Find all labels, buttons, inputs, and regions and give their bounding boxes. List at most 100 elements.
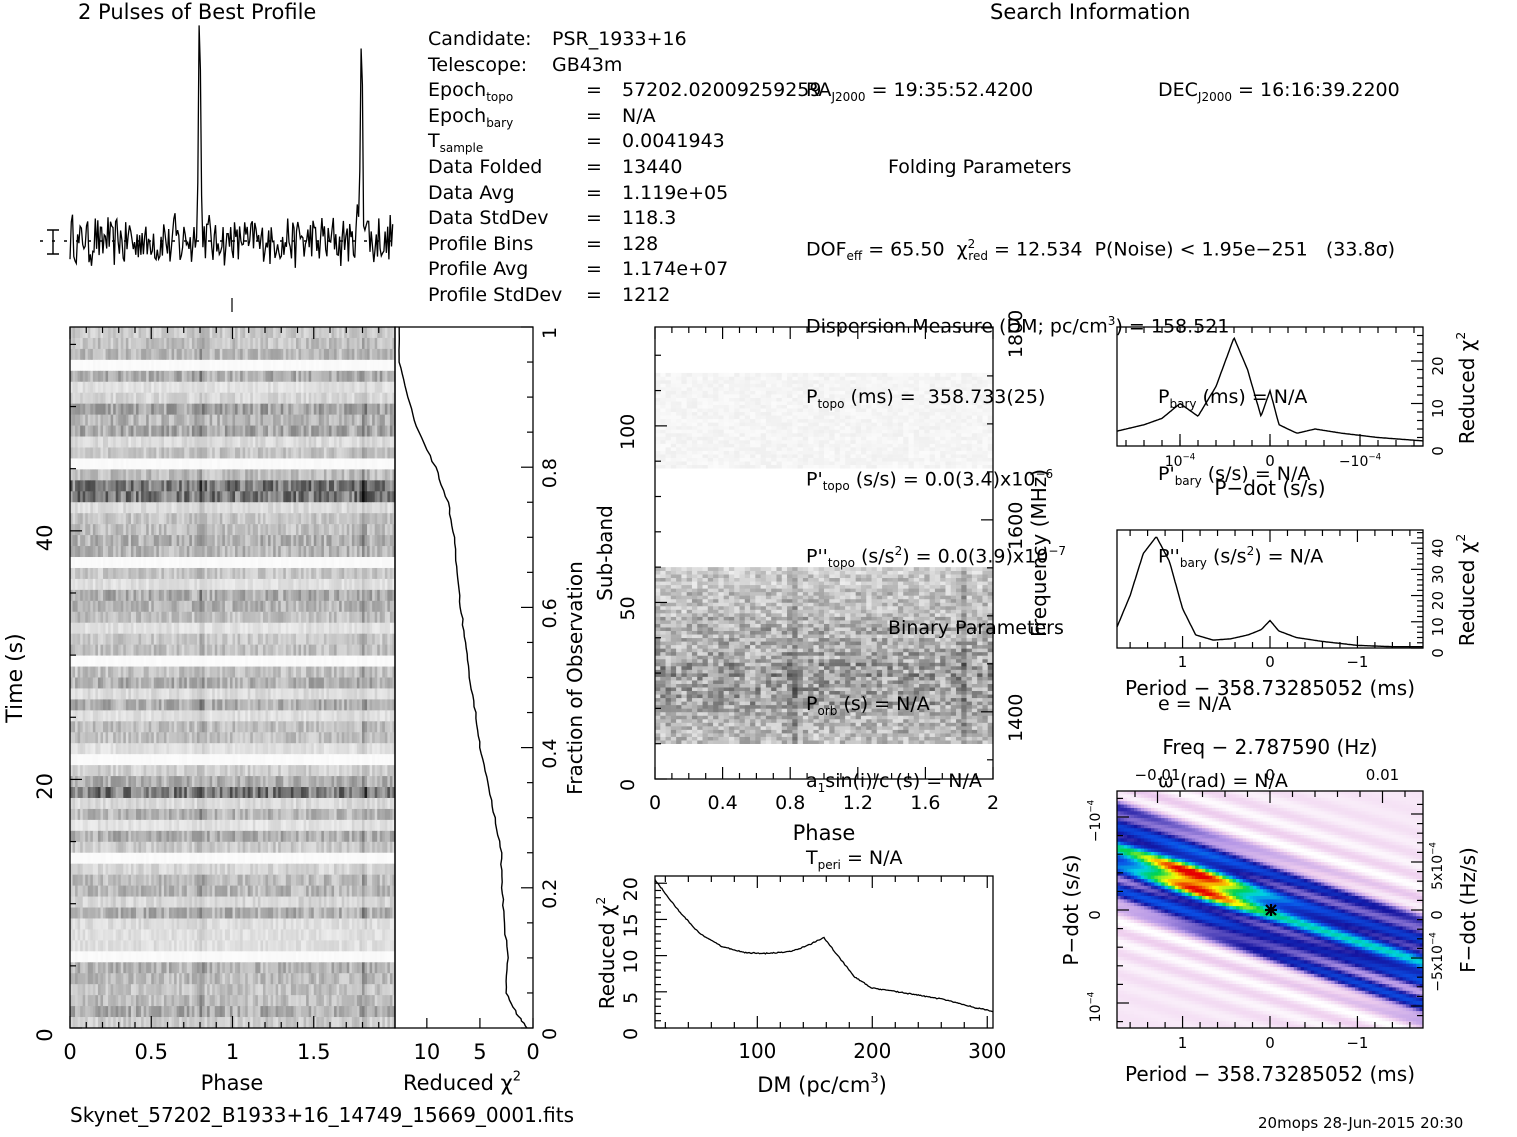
time-phase-pixel xyxy=(103,491,106,503)
time-phase-pixel xyxy=(334,436,337,448)
time-phase-pixel xyxy=(341,699,345,711)
time-phase-pixel xyxy=(265,359,269,372)
time-phase-pixel xyxy=(374,732,378,744)
time-phase-pixel xyxy=(265,546,269,558)
time-phase-pixel xyxy=(118,348,122,361)
time-phase-pixel xyxy=(295,589,299,602)
time-phase-pixel xyxy=(224,600,228,613)
time-phase-pixel xyxy=(108,359,112,372)
time-phase-pixel xyxy=(387,721,391,733)
time-phase-pixel xyxy=(151,644,155,656)
time-phase-pixel xyxy=(232,425,236,437)
time-phase-pixel xyxy=(179,348,183,361)
time-phase-pixel xyxy=(85,666,89,678)
time-phase-pixel xyxy=(273,425,277,437)
time-phase-pixel xyxy=(235,677,238,689)
time-phase-pixel xyxy=(176,633,180,646)
time-phase-pixel xyxy=(204,491,208,503)
time-phase-pixel xyxy=(341,644,345,656)
time-phase-pixel xyxy=(316,524,320,536)
time-phase-pixel xyxy=(120,546,124,558)
time-phase-pixel xyxy=(379,403,383,416)
time-phase-pixel xyxy=(130,524,134,536)
time-phase-pixel xyxy=(275,633,279,646)
time-phase-pixel xyxy=(171,666,175,678)
time-phase-pixel xyxy=(321,677,325,689)
time-phase-pixel xyxy=(270,677,274,689)
time-phase-pixel xyxy=(384,567,388,580)
time-phase-pixel xyxy=(298,392,302,405)
time-phase-pixel xyxy=(260,403,264,416)
time-phase-pixel xyxy=(110,447,114,459)
time-phase-pixel xyxy=(130,633,134,646)
time-phase-pixel xyxy=(95,491,99,503)
time-phase-pixel xyxy=(118,392,122,405)
time-phase-pixel xyxy=(242,327,246,339)
time-phase-pixel xyxy=(163,546,167,558)
time-phase-pixel xyxy=(118,436,122,448)
time-phase-pixel xyxy=(110,743,114,755)
time-phase-pixel xyxy=(392,392,396,405)
time-phase-pixel xyxy=(232,743,236,755)
time-phase-pixel xyxy=(171,721,175,733)
time-phase-pixel xyxy=(235,337,238,350)
time-phase-pixel xyxy=(125,622,129,635)
time-phase-pixel xyxy=(318,655,322,667)
time-phase-pixel xyxy=(288,578,292,591)
time-phase-pixel xyxy=(202,327,205,339)
time-phase-pixel xyxy=(255,491,259,503)
time-phase-pixel xyxy=(128,447,132,459)
time-phase-pixel xyxy=(240,337,244,350)
time-phase-pixel xyxy=(316,600,320,613)
time-phase-pixel xyxy=(372,327,376,339)
time-phase-pixel xyxy=(118,447,122,459)
time-phase-pixel xyxy=(387,633,391,646)
time-phase-pixel xyxy=(290,327,294,339)
time-phase-pixel xyxy=(136,392,139,405)
time-phase-pixel xyxy=(120,611,124,624)
time-phase-pixel xyxy=(351,710,355,722)
time-phase-pixel xyxy=(372,644,376,656)
time-phase-pixel xyxy=(105,644,109,656)
time-phase-pixel xyxy=(227,611,231,624)
time-phase-pixel xyxy=(382,392,386,405)
time-phase-pixel xyxy=(232,666,236,678)
time-phase-pixel xyxy=(229,469,233,481)
time-phase-pixel xyxy=(387,480,391,492)
time-phase-pixel xyxy=(77,622,81,635)
time-phase-pixel xyxy=(367,633,371,646)
time-phase-pixel xyxy=(75,688,79,700)
time-phase-pixel xyxy=(283,611,287,624)
time-phase-pixel xyxy=(372,447,376,459)
time-phase-pixel xyxy=(283,436,287,448)
time-phase-pixel xyxy=(235,447,238,459)
time-phase-pixel xyxy=(105,480,109,492)
time-phase-pixel xyxy=(166,392,170,405)
time-phase-pixel xyxy=(232,589,236,602)
time-phase-pixel xyxy=(123,633,127,646)
time-phase-pixel xyxy=(252,458,256,470)
time-phase-pixel xyxy=(115,447,119,459)
time-phase-pixel xyxy=(158,535,162,547)
time-phase-pixel xyxy=(120,403,124,416)
time-phase-pixel xyxy=(379,469,383,481)
time-phase-pixel xyxy=(308,392,312,405)
time-phase-pixel xyxy=(349,447,353,459)
time-phase-pixel xyxy=(369,557,373,569)
time-phase-pixel xyxy=(341,622,345,635)
time-phase-pixel xyxy=(377,337,381,350)
time-phase-pixel xyxy=(143,403,147,416)
time-phase-pixel xyxy=(97,732,101,744)
time-phase-pixel xyxy=(113,337,117,350)
time-phase-pixel xyxy=(349,710,353,722)
time-phase-pixel xyxy=(265,589,269,602)
time-phase-pixel xyxy=(334,524,337,536)
time-phase-pixel xyxy=(280,644,284,656)
time-phase-pixel xyxy=(245,710,249,722)
time-phase-pixel xyxy=(336,600,340,613)
time-phase-pixel xyxy=(204,392,208,405)
time-phase-pixel xyxy=(270,370,274,383)
time-phase-pixel xyxy=(260,743,264,755)
time-phase-pixel xyxy=(133,666,137,678)
time-phase-pixel xyxy=(118,491,122,503)
